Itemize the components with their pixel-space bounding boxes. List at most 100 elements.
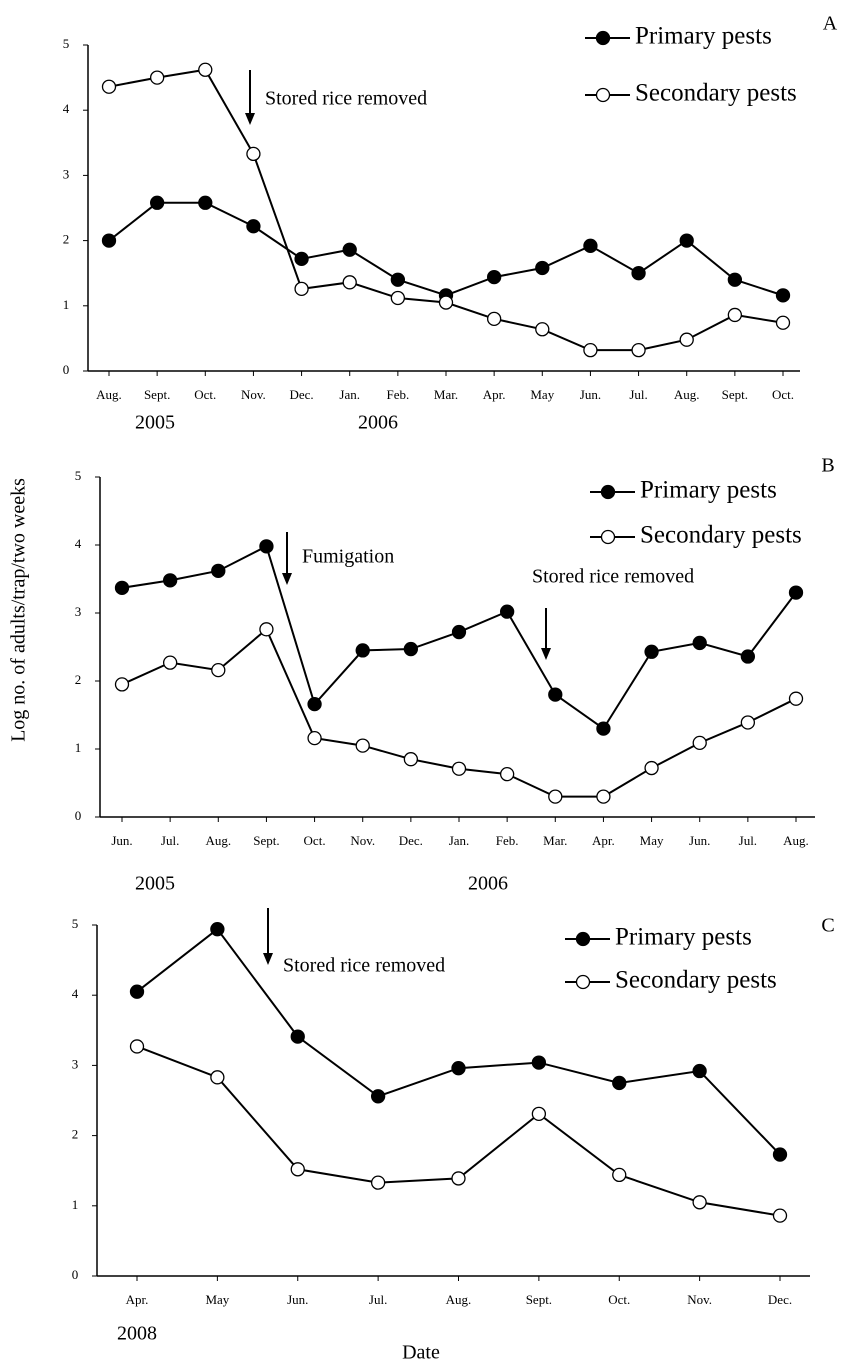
data-point bbox=[356, 644, 369, 657]
data-point bbox=[343, 243, 356, 256]
x-tick-label: Jul. bbox=[739, 833, 757, 848]
x-tick-label: May bbox=[640, 833, 664, 848]
y-tick-label: 2 bbox=[72, 1127, 79, 1142]
series-line bbox=[109, 203, 783, 296]
data-point bbox=[247, 147, 260, 160]
data-point bbox=[453, 626, 466, 639]
year-label: 2006 bbox=[468, 873, 508, 895]
data-point bbox=[488, 271, 501, 284]
legend-marker bbox=[597, 32, 610, 45]
annotation: Stored rice removed bbox=[532, 566, 694, 588]
legend-label: Secondary pests bbox=[615, 967, 777, 994]
data-point bbox=[680, 333, 693, 346]
y-tick-label: 2 bbox=[63, 232, 70, 247]
x-tick-label: Aug. bbox=[674, 387, 700, 402]
data-point bbox=[372, 1090, 385, 1103]
data-point bbox=[680, 234, 693, 247]
legend-label: Secondary pests bbox=[640, 522, 802, 549]
data-point bbox=[501, 605, 514, 618]
x-tick-label: Aug. bbox=[96, 387, 122, 402]
legend-marker bbox=[577, 933, 590, 946]
y-tick-label: 5 bbox=[75, 468, 82, 483]
data-point bbox=[103, 234, 116, 247]
data-point bbox=[488, 312, 501, 325]
x-tick-label: Sept. bbox=[144, 387, 170, 402]
x-tick-label: Jun. bbox=[287, 1292, 308, 1307]
x-tick-label: Apr. bbox=[483, 387, 506, 402]
annotation-arrowhead bbox=[282, 573, 292, 585]
data-point bbox=[391, 273, 404, 286]
data-point bbox=[645, 645, 658, 658]
legend-label: Secondary pests bbox=[635, 80, 797, 107]
data-point bbox=[295, 282, 308, 295]
data-point bbox=[211, 923, 224, 936]
data-point bbox=[116, 678, 129, 691]
panel-label: B bbox=[821, 455, 834, 477]
y-tick-label: 3 bbox=[63, 166, 70, 181]
data-point bbox=[199, 196, 212, 209]
y-tick-label: 4 bbox=[63, 101, 70, 116]
data-point bbox=[777, 316, 790, 329]
data-point bbox=[131, 1040, 144, 1053]
x-tick-label: Jul. bbox=[369, 1292, 387, 1307]
data-point bbox=[693, 1065, 706, 1078]
data-point bbox=[440, 296, 453, 309]
y-tick-label: 4 bbox=[75, 536, 82, 551]
data-point bbox=[308, 732, 321, 745]
legend-marker bbox=[602, 531, 615, 544]
x-tick-label: Aug. bbox=[205, 833, 231, 848]
data-point bbox=[597, 790, 610, 803]
annotation-arrowhead bbox=[263, 953, 273, 965]
data-point bbox=[343, 276, 356, 289]
data-point bbox=[212, 664, 225, 677]
x-tick-label: Jun. bbox=[580, 387, 601, 402]
legend-marker bbox=[602, 486, 615, 499]
data-point bbox=[532, 1107, 545, 1120]
legend-label: Primary pests bbox=[615, 924, 752, 951]
x-tick-label: Sept. bbox=[526, 1292, 552, 1307]
x-tick-label: Apr. bbox=[126, 1292, 149, 1307]
y-tick-label: 5 bbox=[63, 36, 70, 51]
x-tick-label: Aug. bbox=[783, 833, 809, 848]
x-tick-label: Dec. bbox=[399, 833, 423, 848]
panel-label: A bbox=[823, 13, 838, 35]
x-tick-label: Jun. bbox=[689, 833, 710, 848]
x-tick-label: Nov. bbox=[687, 1292, 712, 1307]
data-point bbox=[116, 581, 129, 594]
data-point bbox=[151, 71, 164, 84]
data-point bbox=[151, 196, 164, 209]
data-point bbox=[693, 636, 706, 649]
data-point bbox=[212, 564, 225, 577]
data-point bbox=[308, 698, 321, 711]
data-point bbox=[774, 1148, 787, 1161]
year-label: 2005 bbox=[135, 412, 175, 434]
annotation: Stored rice removed bbox=[265, 88, 427, 110]
data-point bbox=[211, 1071, 224, 1084]
data-point bbox=[632, 344, 645, 357]
data-point bbox=[728, 308, 741, 321]
data-point bbox=[584, 239, 597, 252]
annotation-arrowhead bbox=[541, 648, 551, 660]
x-tick-label: Feb. bbox=[496, 833, 519, 848]
y-tick-label: 3 bbox=[72, 1056, 79, 1071]
data-point bbox=[103, 80, 116, 93]
data-point bbox=[164, 574, 177, 587]
legend-marker bbox=[597, 89, 610, 102]
x-tick-label: Jun. bbox=[111, 833, 132, 848]
data-point bbox=[291, 1030, 304, 1043]
x-tick-label: Oct. bbox=[304, 833, 326, 848]
x-tick-label: Sept. bbox=[722, 387, 748, 402]
x-tick-label: Jul. bbox=[629, 387, 647, 402]
x-tick-label: May bbox=[205, 1292, 229, 1307]
y-tick-label: 0 bbox=[75, 808, 82, 823]
legend-label: Primary pests bbox=[635, 23, 772, 50]
data-point bbox=[790, 692, 803, 705]
data-point bbox=[404, 643, 417, 656]
x-tick-label: Oct. bbox=[194, 387, 216, 402]
data-point bbox=[295, 252, 308, 265]
data-point bbox=[741, 650, 754, 663]
panel-label: C bbox=[821, 915, 834, 937]
data-point bbox=[790, 586, 803, 599]
data-point bbox=[372, 1176, 385, 1189]
x-tick-label: Jan. bbox=[339, 387, 360, 402]
